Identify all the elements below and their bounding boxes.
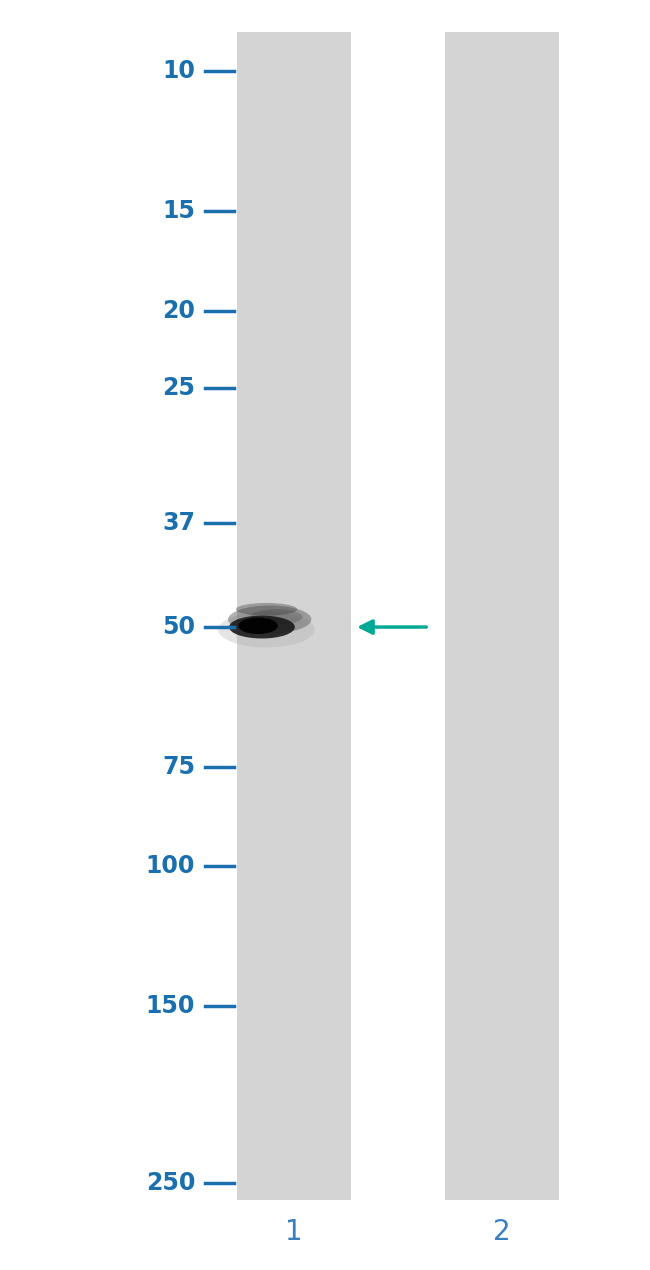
Ellipse shape: [228, 606, 311, 634]
Text: 150: 150: [146, 994, 195, 1019]
Text: 250: 250: [146, 1171, 195, 1195]
Text: 1: 1: [285, 1218, 303, 1246]
Ellipse shape: [218, 612, 315, 648]
Text: 10: 10: [162, 60, 195, 84]
Ellipse shape: [236, 603, 297, 616]
Text: 75: 75: [162, 756, 195, 779]
Text: 37: 37: [162, 511, 195, 535]
Text: 15: 15: [162, 199, 195, 224]
Text: 2: 2: [493, 1218, 511, 1246]
Text: 25: 25: [162, 376, 195, 400]
Text: 50: 50: [162, 615, 195, 639]
Text: 100: 100: [146, 855, 195, 879]
Ellipse shape: [250, 610, 302, 625]
Ellipse shape: [229, 616, 295, 639]
Bar: [237, 32, 351, 1200]
Ellipse shape: [239, 617, 278, 634]
Bar: [445, 32, 559, 1200]
Text: 20: 20: [162, 298, 195, 323]
